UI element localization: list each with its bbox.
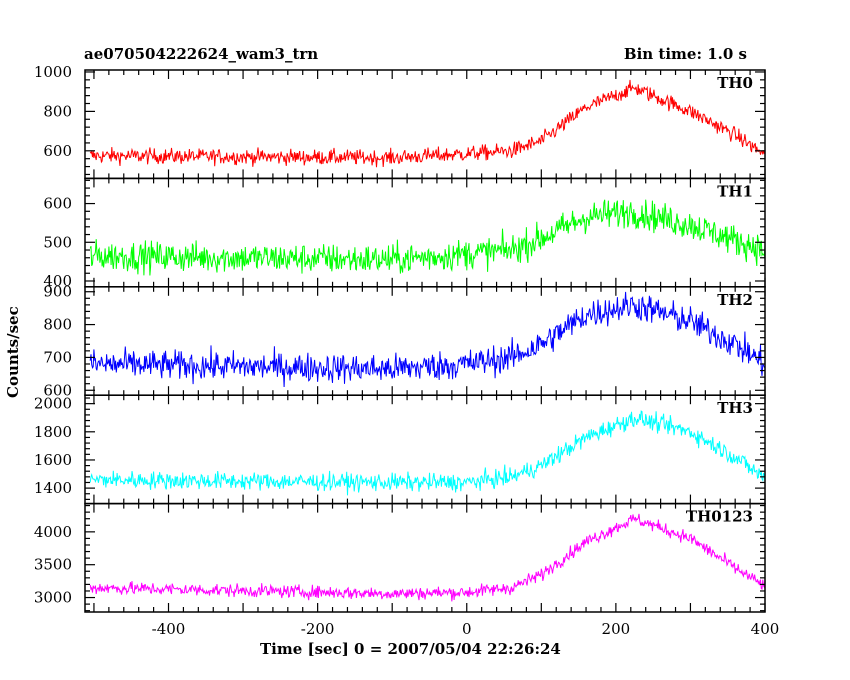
- panel-frame-th1: [84, 177, 766, 288]
- series-line-th0123: [89, 513, 766, 602]
- y-tick-label: 700: [43, 348, 72, 366]
- y-tick-label: 1800: [34, 423, 72, 441]
- x-tick-label: -200: [301, 620, 335, 638]
- panel-label-th0: TH0: [717, 74, 753, 92]
- y-tick-label: 3500: [34, 556, 72, 574]
- y-tick-label: 2000: [34, 395, 72, 413]
- y-tick-label: 1000: [34, 63, 72, 81]
- x-tick-label: 0: [462, 620, 472, 638]
- y-tick-label: 600: [43, 381, 72, 399]
- y-tick-label: 4000: [34, 523, 72, 541]
- y-tick-label: 1400: [34, 479, 72, 497]
- x-tick-label: 200: [602, 620, 631, 638]
- panel-frame-th0: [84, 69, 766, 180]
- series-line-th3: [89, 410, 766, 496]
- y-tick-label: 500: [43, 233, 72, 251]
- panel-label-th0123: TH0123: [686, 508, 753, 526]
- bin-time-label: Bin time: 1.0 s: [623, 45, 747, 63]
- y-tick-label: 800: [43, 316, 72, 334]
- series-line-th1: [89, 199, 766, 276]
- y-tick-label: 600: [43, 195, 72, 213]
- x-tick-label: -400: [152, 620, 186, 638]
- panel-label-th2: TH2: [717, 291, 753, 309]
- y-tick-label: 900: [43, 283, 72, 301]
- x-axis-label: Time [sec] 0 = 2007/05/04 22:26:24: [260, 640, 561, 658]
- panel-label-th1: TH1: [717, 182, 753, 200]
- y-tick-label: 1600: [34, 451, 72, 469]
- y-tick-label: 800: [43, 102, 72, 120]
- chart-title: ae070504222624_wam3_trn: [84, 45, 319, 63]
- panel-label-th3: TH3: [717, 399, 753, 417]
- panel-frame-th2: [84, 286, 766, 396]
- y-tick-label: 3000: [34, 589, 72, 607]
- y-tick-label: 600: [43, 142, 72, 160]
- y-tick-label: 400: [43, 272, 72, 290]
- y-axis-label: Counts/sec: [4, 306, 22, 398]
- series-line-th0: [89, 79, 766, 168]
- series-line-th2: [89, 291, 765, 388]
- x-tick-label: 400: [751, 620, 780, 638]
